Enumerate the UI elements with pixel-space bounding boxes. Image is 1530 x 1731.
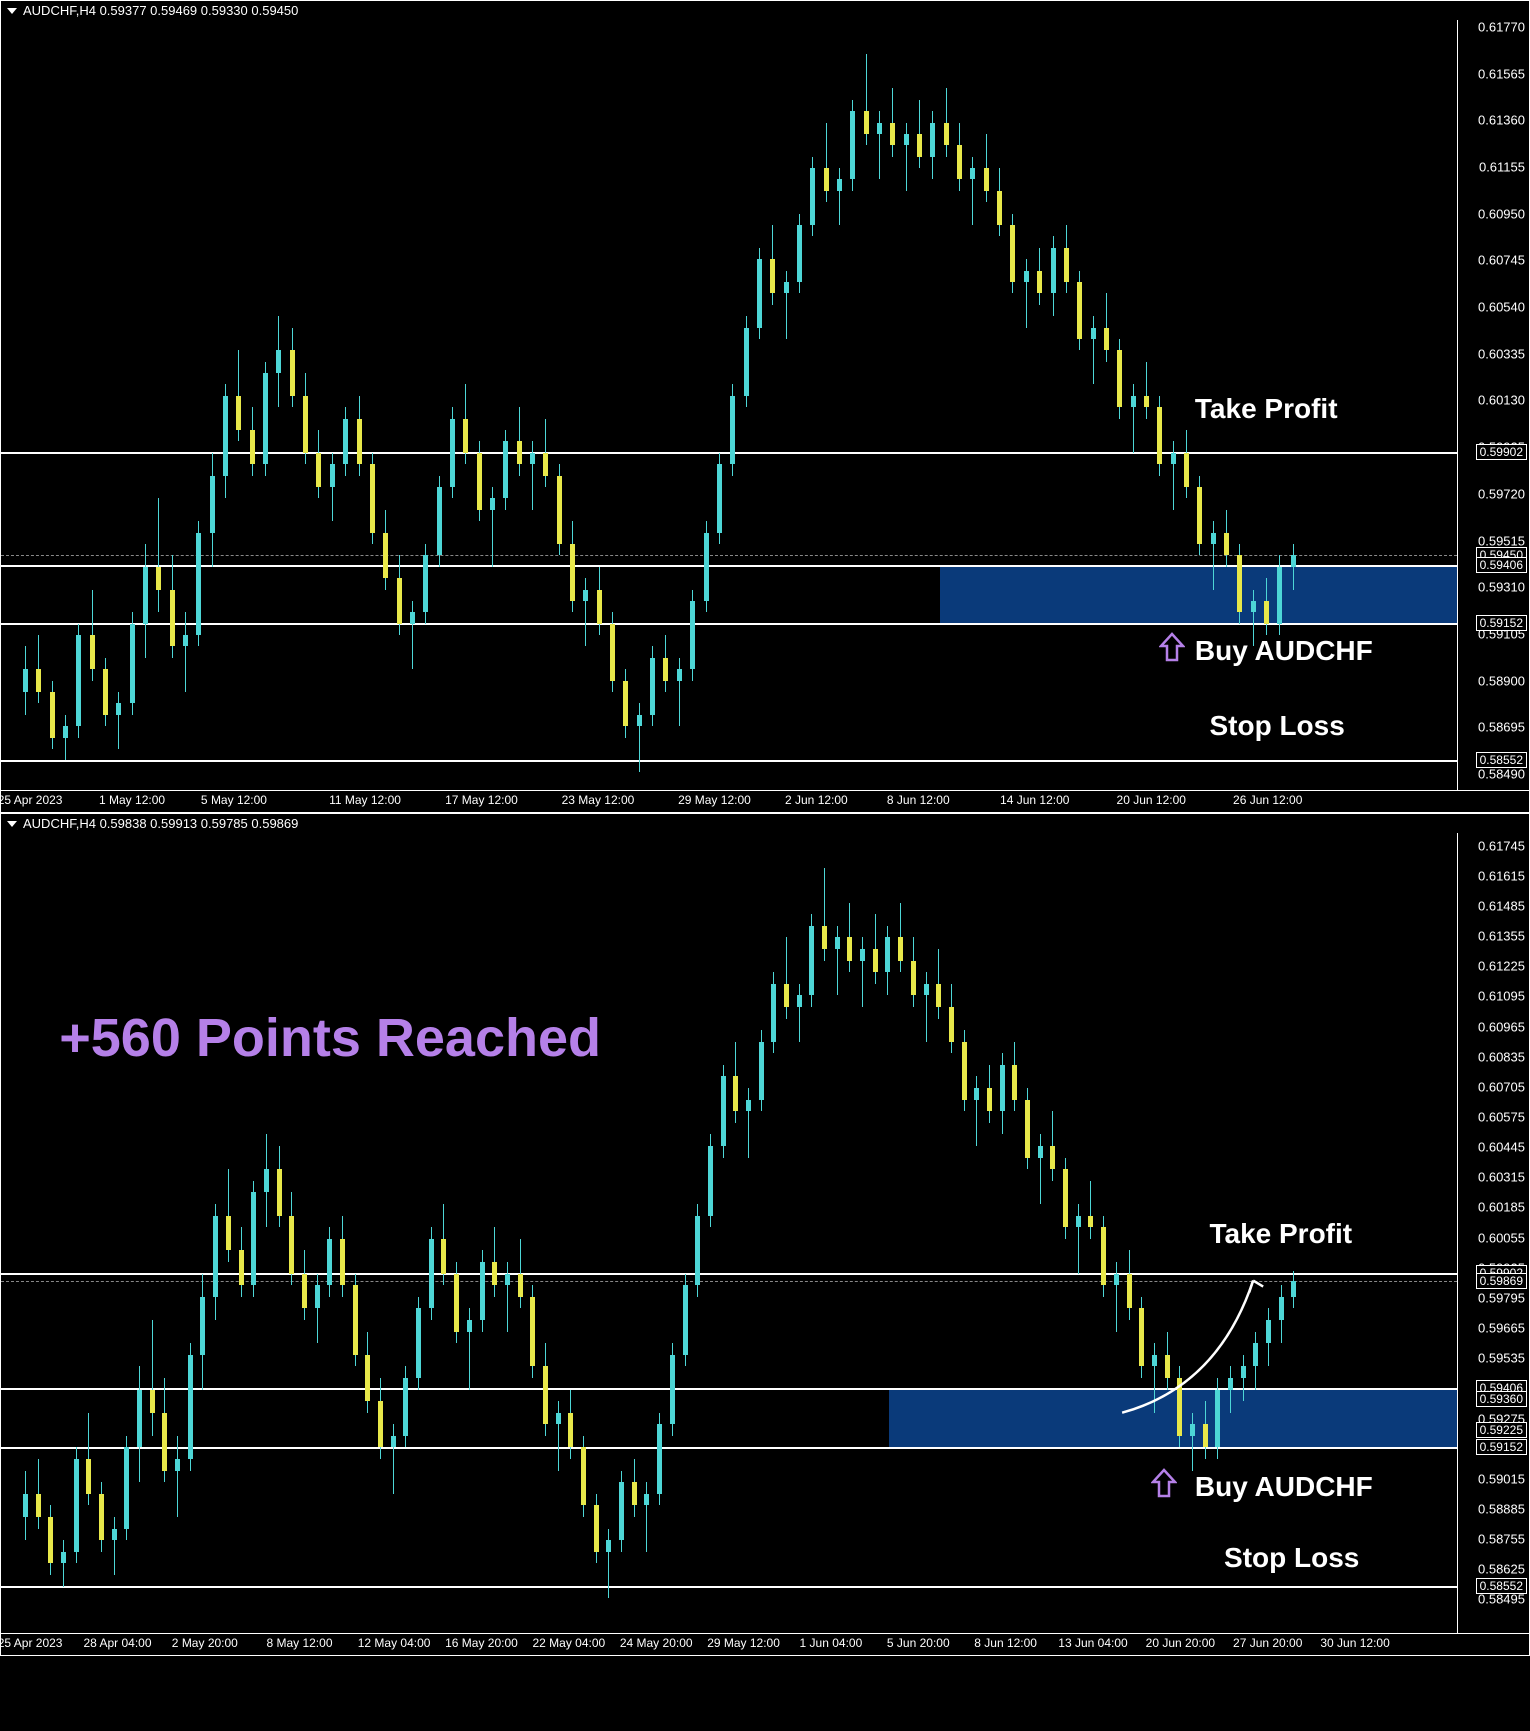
symbol-label: AUDCHF,H4 0.59838 0.59913 0.59785 0.5986… [23,816,298,831]
chart-header: AUDCHF,H4 0.59377 0.59469 0.59330 0.5945… [1,1,1529,20]
y-tick-label: 0.60055 [1478,1230,1525,1245]
chart-panel-2: AUDCHF,H4 0.59838 0.59913 0.59785 0.5986… [0,813,1530,1656]
x-tick-label: 28 Apr 04:00 [83,1636,151,1650]
x-tick-label: 25 Apr 2023 [0,1636,62,1650]
price-box: 0.59225 [1476,1422,1527,1438]
y-tick-label: 0.59515 [1478,533,1525,548]
y-tick-label: 0.60965 [1478,1019,1525,1034]
y-tick-label: 0.61565 [1478,66,1525,81]
x-tick-label: 25 Apr 2023 [0,793,62,807]
x-tick-label: 1 May 12:00 [99,793,165,807]
y-tick-label: 0.60835 [1478,1049,1525,1064]
price-box: 0.58552 [1476,1578,1527,1594]
y-tick-label: 0.59795 [1478,1290,1525,1305]
x-tick-label: 8 Jun 12:00 [974,1636,1037,1650]
x-tick-label: 2 Jun 12:00 [785,793,848,807]
y-tick-label: 0.58695 [1478,720,1525,735]
x-tick-label: 14 Jun 12:00 [1000,793,1069,807]
x-tick-label: 20 Jun 12:00 [1117,793,1186,807]
price-box: 0.59152 [1476,1439,1527,1455]
x-tick-label: 29 May 12:00 [678,793,751,807]
y-tick-label: 0.60540 [1478,300,1525,315]
y-tick-label: 0.60315 [1478,1170,1525,1185]
stop-loss-label: Stop Loss [1209,710,1344,742]
x-tick-label: 26 Jun 12:00 [1233,793,1302,807]
y-tick-label: 0.59665 [1478,1321,1525,1336]
chart-panel-1: AUDCHF,H4 0.59377 0.59469 0.59330 0.5945… [0,0,1530,813]
expand-icon[interactable] [7,821,17,827]
y-tick-label: 0.60745 [1478,253,1525,268]
y-tick-label: 0.58885 [1478,1501,1525,1516]
x-axis: 25 Apr 2023 28 Apr 04:00 2 May 20:00 8 May … [1,1633,1529,1655]
price-box: 0.58552 [1476,752,1527,768]
price-box: 0.59902 [1476,444,1527,460]
y-tick-label: 0.60185 [1478,1200,1525,1215]
y-tick-label: 0.59535 [1478,1351,1525,1366]
x-tick-label: 30 Jun 12:00 [1320,1636,1389,1650]
price-level-line [1,452,1457,454]
x-tick-label: 17 May 12:00 [445,793,518,807]
x-tick-label: 8 May 12:00 [266,1636,332,1650]
y-tick-label: 0.61770 [1478,19,1525,34]
x-tick-label: 11 May 12:00 [329,793,401,807]
x-tick-label: 29 May 12:00 [707,1636,780,1650]
buy-arrow-icon [1159,632,1185,669]
y-tick-label: 0.61225 [1478,959,1525,974]
chart-header: AUDCHF,H4 0.59838 0.59913 0.59785 0.5986… [1,814,1529,833]
take-profit-label: Take Profit [1195,393,1338,425]
y-tick-label: 0.61095 [1478,989,1525,1004]
trajectory-arrow-icon [1,833,1457,1633]
price-level-line [1,760,1457,762]
price-box: 0.59406 [1476,557,1527,573]
buy-signal-label: Buy AUDCHF [1195,635,1373,667]
symbol-label: AUDCHF,H4 0.59377 0.59469 0.59330 0.5945… [23,3,298,18]
y-tick-label: 0.60575 [1478,1110,1525,1125]
demand-zone [940,565,1457,623]
x-tick-label: 5 Jun 20:00 [887,1636,950,1650]
y-axis: 0.61770 0.61565 0.61360 0.61155 0.60950 0.607… [1457,20,1529,790]
y-tick-label: 0.58490 [1478,767,1525,782]
y-tick-label: 0.61615 [1478,868,1525,883]
x-tick-label: 22 May 04:00 [532,1636,605,1650]
expand-icon[interactable] [7,8,17,14]
y-tick-label: 0.61485 [1478,899,1525,914]
y-tick-label: 0.61155 [1479,159,1525,174]
y-tick-label: 0.58900 [1478,673,1525,688]
y-tick-label: 0.60335 [1478,346,1525,361]
y-tick-label: 0.61355 [1478,929,1525,944]
y-tick-label: 0.60445 [1478,1140,1525,1155]
x-tick-label: 24 May 20:00 [620,1636,693,1650]
y-tick-label: 0.58755 [1478,1532,1525,1547]
x-tick-label: 8 Jun 12:00 [887,793,950,807]
y-tick-label: 0.60950 [1478,206,1525,221]
x-axis: 25 Apr 2023 1 May 12:00 5 May 12:00 11 May … [1,790,1529,812]
price-box: 0.59869 [1476,1273,1527,1289]
x-tick-label: 12 May 04:00 [358,1636,431,1650]
plot-area[interactable]: Take ProfitBuy AUDCHFStop Loss+560 Point… [1,833,1457,1633]
y-tick-label: 0.59310 [1478,580,1525,595]
x-tick-label: 20 Jun 20:00 [1146,1636,1215,1650]
x-tick-label: 2 May 20:00 [172,1636,238,1650]
y-tick-label: 0.60130 [1478,393,1525,408]
x-tick-label: 27 Jun 20:00 [1233,1636,1302,1650]
y-tick-label: 0.60705 [1478,1079,1525,1094]
x-tick-label: 5 May 12:00 [201,793,267,807]
y-tick-label: 0.61360 [1478,113,1525,128]
x-tick-label: 23 May 12:00 [562,793,635,807]
price-box: 0.59360 [1476,1391,1527,1407]
x-tick-label: 1 Jun 04:00 [800,1636,863,1650]
y-axis: 0.61745 0.61615 0.61485 0.61355 0.61225 0.610… [1457,833,1529,1633]
y-tick-label: 0.58625 [1478,1562,1525,1577]
y-tick-label: 0.61745 [1478,838,1525,853]
y-tick-label: 0.59015 [1478,1471,1525,1486]
y-tick-label: 0.59720 [1478,486,1525,501]
x-tick-label: 13 Jun 04:00 [1058,1636,1127,1650]
price-box: 0.59152 [1476,615,1527,631]
x-tick-label: 16 May 20:00 [445,1636,518,1650]
plot-area[interactable]: Take Profit Buy AUDCHF Stop Loss [1,20,1457,790]
